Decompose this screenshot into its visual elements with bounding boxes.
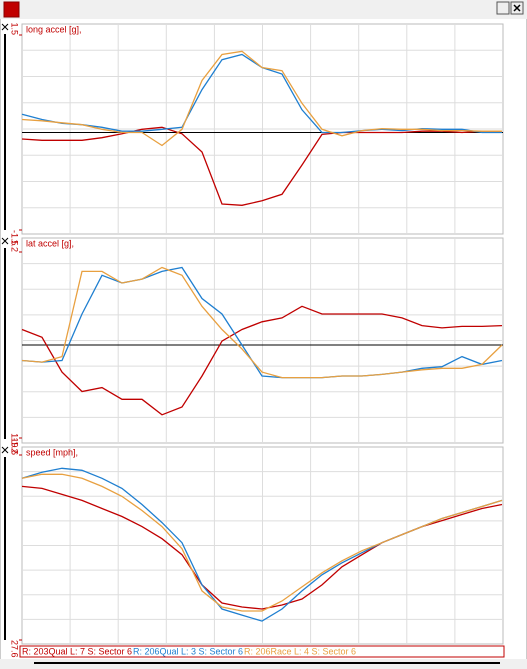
y-tick-label: 119.6 [10, 433, 20, 455]
axis-title: speed [mph], [26, 447, 78, 457]
data-line [21, 126, 502, 206]
title-bar [0, 0, 527, 19]
legend-entry: R: 203Qual L: 7 S: Sector 6 [22, 646, 132, 656]
legend-entry: R: 206Qual L: 3 S: Sector 6 [133, 646, 243, 656]
y-tick-label: -1.5 [10, 230, 20, 246]
y-tick-label: 1.2 [10, 239, 20, 252]
axis-title: long accel [g], [26, 24, 82, 34]
panel-close [1, 237, 9, 245]
data-line [21, 50, 502, 147]
app-icon[interactable] [3, 1, 20, 18]
y-tick-label: 27.6 [10, 640, 20, 658]
axis-title: lat accel [g], [26, 238, 74, 248]
close-icon [513, 4, 521, 12]
legend-entry: R: 206Race L: 4 S: Sector 6 [244, 646, 356, 656]
move-button[interactable] [496, 1, 510, 15]
data-line [21, 266, 503, 379]
panel-close [1, 23, 9, 31]
data-line [21, 305, 503, 416]
y-tick-label: 1.5 [10, 22, 20, 35]
legend-box [19, 645, 505, 658]
panel-close [1, 446, 9, 454]
data-line [21, 473, 503, 612]
data-line [21, 266, 503, 379]
y-tick-label: -1.2 [10, 438, 20, 454]
